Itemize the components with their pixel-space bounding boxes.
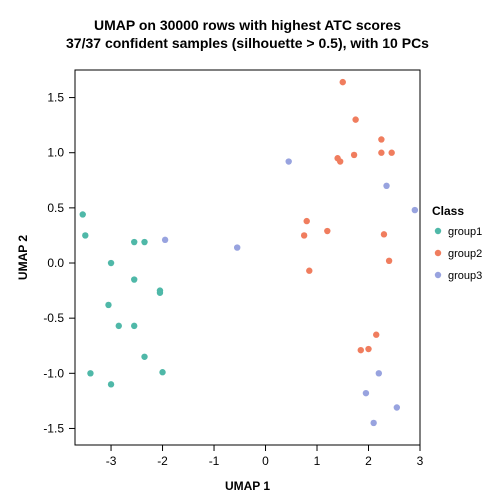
scatter-point-group1 (141, 354, 147, 360)
x-tick-label: 0 (262, 454, 269, 468)
scatter-point-group2 (378, 150, 384, 156)
scatter-point-group2 (358, 347, 364, 353)
y-tick-label: 1.0 (47, 146, 64, 160)
scatter-point-group2 (373, 332, 379, 338)
scatter-point-group3 (376, 370, 382, 376)
scatter-point-group2 (304, 218, 310, 224)
scatter-point-group2 (365, 346, 371, 352)
legend-marker-icon (435, 272, 441, 278)
scatter-point-group1 (159, 369, 165, 375)
y-tick-label: 0.0 (47, 256, 64, 270)
y-tick-label: -0.5 (43, 311, 64, 325)
legend-item-label: group1 (448, 226, 482, 238)
x-tick-label: -3 (106, 454, 117, 468)
scatter-point-group1 (157, 290, 163, 296)
y-tick-label: -1.5 (43, 421, 64, 435)
x-tick-label: 2 (365, 454, 372, 468)
chart-svg: -3 -2 -1 0 1 2 3 -1.5 -1.0 -0.5 0.0 0.5 1.0 1.5 UMAP 1… (0, 0, 504, 504)
y-tick-label: -1.0 (43, 366, 64, 380)
scatter-point-group2 (351, 152, 357, 158)
x-tick-label: 3 (417, 454, 424, 468)
legend-title: Class (432, 204, 464, 218)
legend-item-label: group3 (448, 270, 482, 282)
x-tick-label: 1 (314, 454, 321, 468)
scatter-point-group2 (378, 136, 384, 142)
legend-item-label: group2 (448, 248, 482, 260)
x-tick-label: -1 (209, 454, 220, 468)
y-tick-label: 0.5 (47, 201, 64, 215)
scatter-point-group3 (370, 420, 376, 426)
scatter-point-group2 (386, 258, 392, 264)
scatter-point-group2 (388, 150, 394, 156)
chart-title-line2: 37/37 confident samples (silhouette > 0.… (66, 35, 429, 51)
scatter-point-group1 (82, 232, 88, 238)
legend-marker-icon (435, 250, 441, 256)
scatter-point-group2 (381, 231, 387, 237)
scatter-point-group1 (116, 323, 122, 329)
scatter-point-group2 (352, 116, 358, 122)
scatter-point-group3 (234, 244, 240, 250)
scatter-point-group1 (108, 381, 114, 387)
scatter-point-group3 (363, 390, 369, 396)
legend-marker-icon (435, 228, 441, 234)
scatter-point-group3 (285, 158, 291, 164)
scatter-point-group2 (301, 232, 307, 238)
scatter-point-group2 (306, 268, 312, 274)
scatter-point-group2 (324, 228, 330, 234)
scatter-point-group2 (340, 79, 346, 85)
umap-scatter-chart: -3 -2 -1 0 1 2 3 -1.5 -1.0 -0.5 0.0 0.5 1.0 1.5 UMAP 1… (0, 0, 504, 504)
chart-title-line1: UMAP on 30000 rows with highest ATC scor… (94, 17, 401, 33)
scatter-point-group1 (108, 260, 114, 266)
scatter-point-group1 (80, 211, 86, 217)
scatter-point-group1 (131, 323, 137, 329)
scatter-point-group1 (131, 239, 137, 245)
scatter-point-group1 (87, 370, 93, 376)
scatter-point-group1 (105, 302, 111, 308)
scatter-point-group2 (334, 155, 340, 161)
x-tick-label: -2 (157, 454, 168, 468)
x-axis-label: UMAP 1 (225, 479, 270, 493)
scatter-point-group3 (162, 237, 168, 243)
scatter-point-group1 (131, 276, 137, 282)
scatter-point-group3 (412, 207, 418, 213)
scatter-point-group3 (394, 404, 400, 410)
y-tick-label: 1.5 (47, 91, 64, 105)
scatter-point-group1 (141, 239, 147, 245)
y-axis-label: UMAP 2 (16, 235, 30, 280)
scatter-point-group3 (383, 183, 389, 189)
